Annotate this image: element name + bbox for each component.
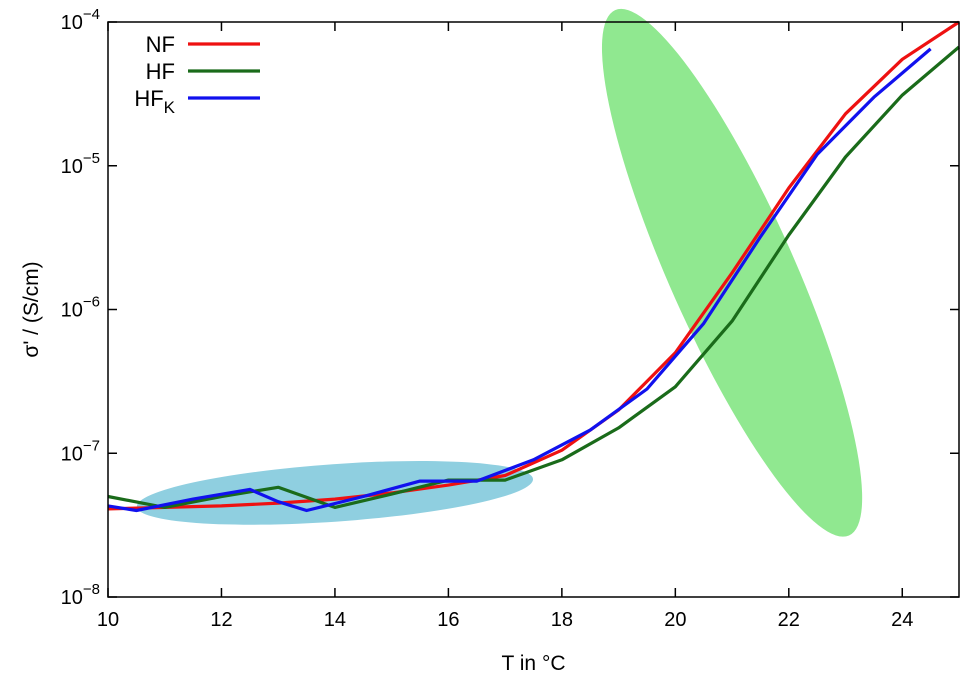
tick-layer <box>107 21 959 598</box>
x-tick-label: 16 <box>437 609 459 631</box>
y-tick-label: 10−8 <box>61 581 100 609</box>
y-tick-label: 10−4 <box>61 6 100 34</box>
y-tick-label: 10−5 <box>61 150 100 178</box>
series-line-hfk <box>107 47 932 513</box>
series-layer <box>107 20 960 513</box>
x-tick-label: 10 <box>97 609 119 631</box>
x-tick-label: 14 <box>324 609 346 631</box>
tick-label-layer: 10 12 14 16 18 20 22 24 10−8 10−7 10−6 10−5 10−4 <box>61 6 914 631</box>
series-line-nf <box>107 20 960 511</box>
x-tick-label: 20 <box>664 609 686 631</box>
low-temperature-region-ellipse <box>136 461 534 525</box>
x-tick-label: 12 <box>210 609 232 631</box>
x-tick-label: 22 <box>778 609 800 631</box>
x-tick-label: 18 <box>551 609 573 631</box>
legend-label-nf: NF <box>146 32 175 57</box>
y-tick-label: 10−7 <box>61 437 100 465</box>
legend-label-hfk: HFK <box>134 86 175 117</box>
x-axis-label: T in °C <box>501 652 565 675</box>
highlight-layer <box>136 8 863 537</box>
series-line-hf <box>107 45 960 509</box>
x-tick-label: 24 <box>891 609 913 631</box>
legend-label-hf: HF <box>146 59 175 84</box>
y-tick-label: 10−6 <box>61 294 100 322</box>
y-axis-label: σ' / (S/cm) <box>20 261 43 357</box>
